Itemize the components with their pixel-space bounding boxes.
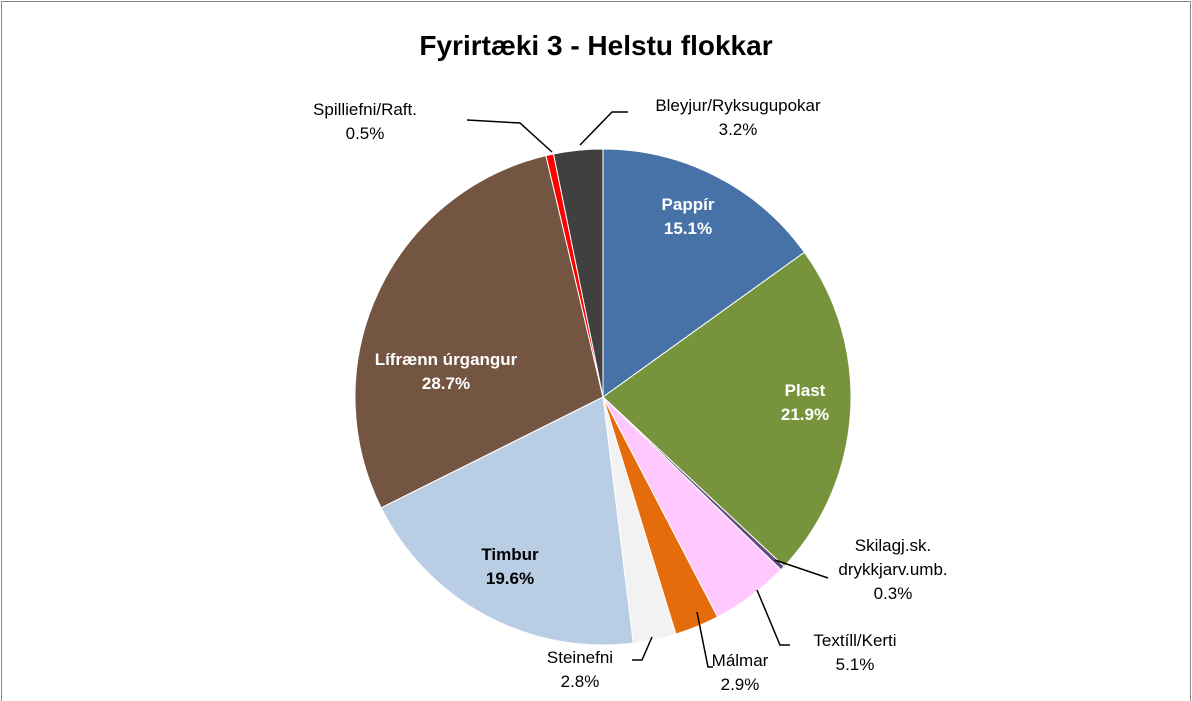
data-label: Textíll/Kerti 5.1%: [813, 629, 896, 677]
value-label: 19.6%: [485, 569, 535, 588]
category-label: Málmar: [711, 651, 769, 670]
data-label: Pappír 15.1%: [662, 193, 715, 241]
leader-line: [632, 636, 653, 661]
category-label: Spilliefni/Raft.: [313, 100, 417, 119]
category-label: Steinefni: [546, 648, 614, 667]
value-label: 2.9%: [720, 675, 760, 694]
value-label: 15.1%: [663, 219, 713, 238]
category-label: Timbur: [481, 545, 539, 564]
chart-title: Fyrirtæki 3 - Helstu flokkar: [419, 30, 773, 61]
pie-slice: [552, 148, 604, 398]
data-label: Steinefni 2.8%: [547, 646, 613, 694]
value-label: 5.1%: [835, 655, 875, 674]
pie-slice: [602, 251, 852, 568]
data-label: Timbur 19.6%: [481, 543, 538, 591]
category-label: Plast: [784, 381, 826, 400]
data-label: Bleyjur/Ryksugupokar 3.2%: [655, 94, 820, 142]
data-label: Skilagj.sk. drykkjarv.umb. 0.3%: [818, 534, 968, 606]
leader-line: [466, 119, 553, 153]
category-label: Skilagj.sk. drykkjarv.umb.: [838, 536, 948, 579]
leader-line: [696, 611, 713, 668]
category-label: Lífrænn úrgangur: [374, 350, 518, 369]
value-label: 2.8%: [560, 672, 600, 691]
leader-line: [756, 589, 790, 646]
data-label: Plast 21.9%: [781, 379, 829, 427]
category-label: Bleyjur/Ryksugupokar: [655, 96, 821, 115]
pie-slice: [380, 396, 634, 646]
category-label: Textíll/Kerti: [813, 631, 897, 650]
data-label: Lífrænn úrgangur 28.7%: [375, 348, 518, 396]
pie-slice: [602, 148, 806, 398]
category-label: Pappír: [661, 195, 715, 214]
value-label: 28.7%: [421, 374, 471, 393]
value-label: 0.3%: [873, 584, 913, 603]
data-label: Málmar 2.9%: [712, 649, 769, 697]
leader-line: [774, 559, 829, 579]
value-label: 21.9%: [780, 405, 830, 424]
data-label: Spilliefni/Raft. 0.5%: [313, 98, 417, 146]
leader-line: [579, 111, 628, 146]
value-label: 0.5%: [345, 124, 385, 143]
value-label: 3.2%: [718, 120, 758, 139]
pie-slice: [354, 155, 604, 509]
